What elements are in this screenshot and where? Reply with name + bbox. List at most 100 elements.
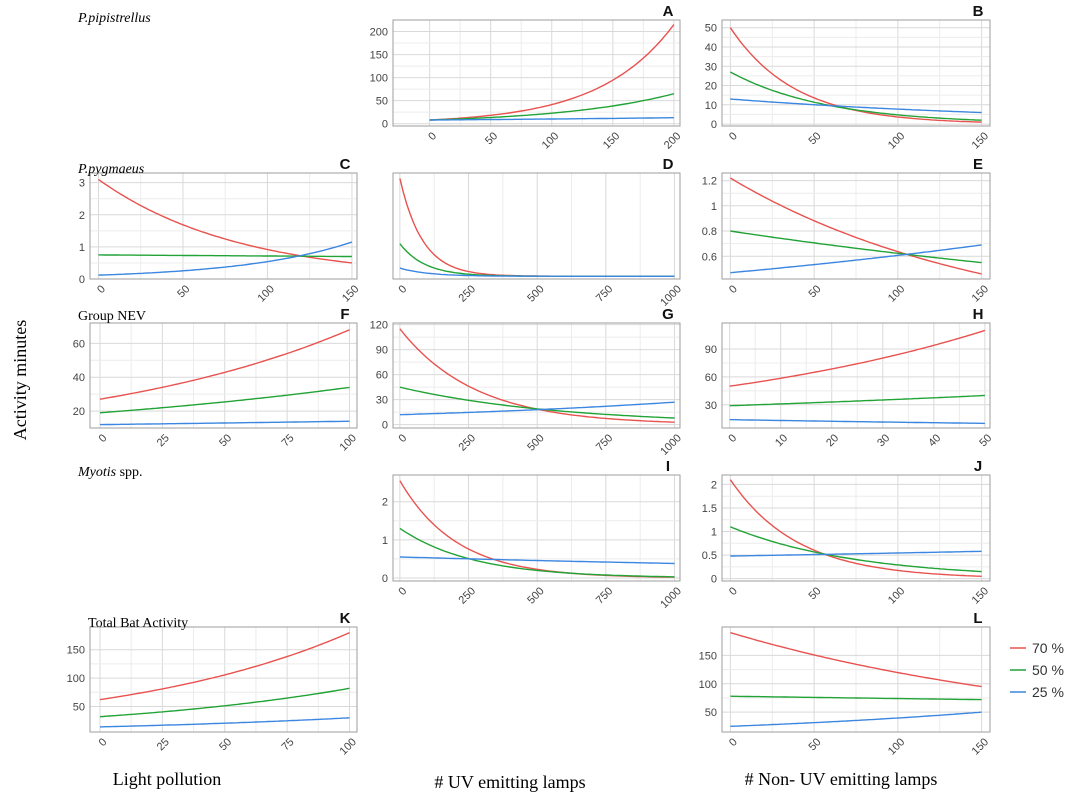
panel-h-line-25: [729, 418, 985, 425]
panel-l-xtick-label: 100: [886, 736, 907, 757]
panel-k-ytick-label: 50: [73, 701, 85, 713]
panel-j-letter: J: [974, 458, 982, 475]
panel-b-ytick-label: 50: [705, 23, 717, 35]
panel-a-ytick-label: 150: [370, 50, 388, 62]
panel-k: 50 100 150 0 25 50 75 100 K: [67, 610, 359, 758]
panel-a-line-25: [429, 117, 674, 121]
panel-k-xtick-label: 75: [279, 736, 296, 753]
panel-i-xtick-label: 750: [594, 585, 615, 606]
panel-h-letter: H: [973, 306, 984, 323]
row-label-4: Myotis spp.: [77, 465, 143, 480]
panel-a-plot-area: [393, 20, 680, 126]
panel-c-line-25: [98, 241, 353, 276]
panel-a-xtick-label: 50: [483, 130, 500, 147]
row-label-3: Group NEV: [78, 309, 146, 324]
panel-a-xtick-label: 150: [601, 130, 622, 151]
panel-c-line-70: [97, 178, 352, 264]
panel-e-xtick-label: 150: [970, 283, 991, 304]
panel-b-xtick-label: 100: [886, 130, 907, 151]
panel-j-xtick-label: 150: [970, 585, 991, 606]
panel-j-line-70: [729, 479, 982, 577]
panel-f-xtick-label: 25: [155, 432, 172, 449]
panel-f-ytick-label: 20: [73, 406, 85, 418]
panel-g-letter: G: [662, 306, 674, 323]
panel-c-xtick-label: 150: [340, 283, 361, 304]
panel-h-xtick-label: 20: [824, 432, 841, 449]
panel-l-xtick-label: 150: [970, 736, 991, 757]
panel-c-ytick-label: 3: [79, 178, 85, 190]
panel-e-ytick-label: 0.8: [702, 226, 717, 238]
panel-l-xtick-label: 0: [727, 736, 740, 749]
panel-e-frame: [721, 172, 991, 280]
panel-a-letter: A: [663, 3, 674, 20]
panel-h-xtick-label: 0: [726, 432, 739, 445]
panel-j-ytick-label: 0.5: [702, 550, 717, 562]
panel-a-ytick-label: 100: [370, 73, 388, 85]
panel-i: 0 1 2 0 250 500 750 1000 I: [382, 458, 684, 611]
panel-i-letter: I: [666, 458, 670, 475]
panel-i-plot-area: [393, 475, 680, 581]
legend: 70 % 50 % 25 %: [1010, 640, 1064, 700]
panel-a-xtick-label: 200: [662, 130, 683, 151]
panel-g-xtick-label: 0: [397, 432, 410, 445]
panel-h-xtick-label: 50: [977, 432, 994, 449]
panel-g-ytick-label: 30: [376, 395, 388, 407]
panel-k-xtick-label: 50: [217, 736, 234, 753]
panel-l-ytick-label: 100: [699, 679, 717, 691]
panel-g-ytick-label: 0: [382, 420, 388, 432]
x-axis-title-non-uv-lamps: # Non- UV emitting lamps: [745, 769, 938, 789]
panel-d-xtick-label: 250: [457, 283, 478, 304]
panel-e-line-25: [730, 244, 982, 274]
panel-e-line-50: [730, 230, 982, 264]
panel-c-line-50: [98, 254, 352, 258]
panel-b-ytick-label: 20: [705, 81, 717, 93]
panel-a-ytick-label: 200: [370, 27, 388, 39]
panel-g-frame: [392, 322, 681, 429]
panel-f-xtick-label: 50: [217, 432, 234, 449]
panel-d-line-25: [399, 267, 675, 277]
panel-j-xtick-label: 0: [727, 585, 740, 598]
panel-l-line-25: [730, 711, 982, 727]
panel-c-xtick-label: 100: [255, 283, 276, 304]
panel-l-frame: [721, 626, 991, 733]
panel-a-line-70: [429, 24, 675, 121]
panel-d-letter: D: [663, 156, 674, 173]
panel-f: 20 40 60 0 25 50 75 100 F: [73, 306, 359, 454]
panel-j-ytick-label: 2: [711, 479, 717, 491]
panel-i-xtick-label: 0: [397, 585, 410, 598]
panel-j: 0 0.5 1 1.5 2 0 50 100 150 J: [702, 458, 991, 607]
panel-g-ytick-label: 90: [376, 345, 388, 357]
panel-d-xtick-label: 500: [525, 283, 546, 304]
panel-g-ytick-label: 60: [376, 370, 388, 382]
panel-l-ytick-label: 150: [699, 650, 717, 662]
panel-k-xtick-label: 100: [338, 736, 359, 757]
panel-e-ytick-label: 1: [711, 201, 717, 213]
panel-b-letter: B: [973, 3, 984, 20]
panel-e-line-70: [730, 177, 982, 275]
panel-b-ytick-label: 40: [705, 42, 717, 54]
panel-h-line-50: [729, 394, 985, 407]
panel-b-xtick-label: 50: [806, 130, 823, 147]
panel-l-line-50: [730, 695, 982, 701]
panel-e-letter: E: [973, 156, 983, 173]
panel-f-xtick-label: 0: [97, 432, 110, 445]
y-axis-title: Activity minutes: [10, 320, 30, 441]
panel-l-letter: L: [973, 610, 982, 627]
panel-a-xtick-label: 100: [540, 130, 561, 151]
panel-j-frame: [721, 474, 991, 582]
panel-e-ytick-label: 0.6: [702, 251, 717, 263]
panel-k-xtick-label: 0: [97, 736, 110, 749]
panel-g: 0 30 60 90 120 0 250 500 750 1000 G: [370, 306, 684, 458]
panel-c-plot-area: [90, 173, 357, 279]
panel-h-xtick-label: 10: [773, 432, 790, 449]
panel-f-letter: F: [340, 306, 349, 323]
panel-k-line-25: [99, 717, 350, 728]
panel-a-frame: [392, 19, 681, 127]
panel-l-line-70: [730, 632, 982, 688]
panel-g-xtick-label: 1000: [658, 432, 684, 458]
panel-g-line-25: [399, 401, 675, 416]
panel-a-ytick-label: 50: [376, 96, 388, 108]
panel-g-plot-area: [393, 323, 680, 428]
